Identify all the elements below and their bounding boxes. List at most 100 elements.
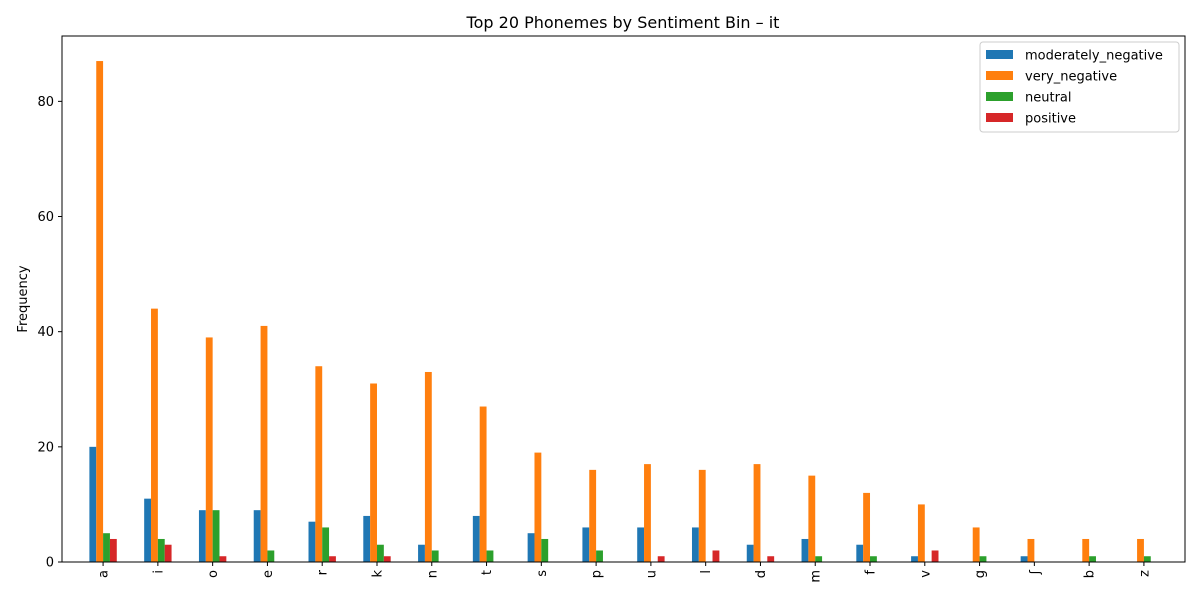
bar-neutral-p: [596, 550, 603, 562]
x-tick-label: l: [699, 570, 714, 574]
bar-neutral-e: [267, 550, 275, 562]
bar-moderately_negative-k: [363, 515, 371, 562]
bar-moderately_negative-o: [198, 510, 206, 562]
bar-very_negative-a: [96, 61, 104, 563]
bar-very_negative-g: [972, 527, 980, 562]
bar-very_negative-i: [151, 308, 158, 562]
y-tick-label: 20: [37, 440, 54, 455]
bar-positive-v: [931, 550, 939, 562]
bar-neutral-f: [870, 556, 877, 562]
x-tick-label: k: [370, 570, 385, 578]
bar-positive-a: [109, 538, 117, 562]
bar-very_negative-o: [205, 337, 213, 562]
bar-very_negative-ʃ: [1027, 538, 1035, 562]
plot-frame: [61, 35, 1186, 563]
x-tick-label: f: [864, 570, 879, 575]
bar-neutral-i: [157, 538, 165, 562]
x-tick-label: n: [425, 570, 440, 578]
x-tick-label: s: [535, 570, 550, 577]
bar-very_negative-e: [260, 325, 268, 562]
bar-neutral-k: [376, 544, 384, 562]
bars-group: [89, 61, 1151, 563]
x-tick-label: z: [1137, 570, 1152, 577]
x-tick-label: d: [754, 570, 769, 578]
legend-label-positive: positive: [1025, 112, 1076, 127]
bar-very_negative-m: [808, 475, 816, 562]
y-tick-label: 80: [37, 95, 54, 110]
bar-very_negative-s: [534, 452, 542, 562]
bar-very_negative-t: [479, 406, 487, 562]
x-tick-label: ʃ: [1028, 569, 1043, 575]
legend-swatch-moderately_negative: [986, 50, 1013, 59]
x-tick-label: g: [973, 570, 988, 578]
bar-neutral-s: [541, 538, 549, 562]
bar-neutral-a: [103, 533, 110, 562]
bar-moderately_negative-s: [527, 533, 535, 562]
bar-positive-k: [383, 556, 391, 562]
x-tick-label: r: [316, 569, 331, 575]
bar-positive-r: [329, 556, 336, 562]
bar-moderately_negative-l: [691, 527, 699, 562]
legend-label-neutral: neutral: [1025, 91, 1072, 106]
bar-neutral-z: [1143, 556, 1151, 562]
x-tick-label: e: [261, 570, 276, 578]
bar-very_negative-p: [589, 469, 597, 562]
x-tick-label: t: [480, 570, 495, 575]
y-axis-label: Frequency: [16, 265, 31, 332]
bar-neutral-n: [431, 550, 439, 562]
bar-neutral-r: [322, 527, 330, 562]
x-tick-label: o: [206, 570, 221, 578]
bar-very_negative-f: [863, 492, 871, 562]
y-tick-label: 40: [37, 325, 54, 340]
x-tick-label: m: [809, 570, 824, 583]
bar-moderately_negative-n: [418, 544, 425, 562]
y-tick-label: 60: [37, 210, 54, 225]
axes-group: 0 20 40 60 80 a i o e r k n t s p u l d m f v g ʃ b z: [37, 35, 1186, 583]
bar-moderately_negative-m: [801, 538, 809, 562]
bar-moderately_negative-v: [911, 556, 918, 562]
bar-moderately_negative-r: [308, 521, 316, 562]
bar-neutral-b: [1089, 556, 1096, 562]
x-tick-label: v: [918, 570, 933, 578]
chart-title: Top 20 Phonemes by Sentiment Bin – it: [466, 13, 780, 32]
bar-very_negative-d: [753, 464, 761, 562]
y-tick-label: 0: [46, 556, 54, 571]
legend-swatch-neutral: [986, 92, 1013, 101]
bar-positive-i: [164, 544, 172, 562]
bar-positive-l: [712, 550, 720, 562]
bar-very_negative-k: [370, 383, 377, 562]
legend-box: [979, 41, 1180, 133]
bar-moderately_negative-u: [637, 527, 645, 562]
bar-moderately_negative-a: [89, 446, 97, 562]
bar-very_negative-u: [644, 464, 651, 562]
bar-moderately_negative-e: [253, 510, 261, 562]
bar-moderately_negative-p: [582, 527, 590, 562]
legend-label-moderately_negative: moderately_negative: [1025, 49, 1163, 64]
x-tick-label: i: [151, 570, 166, 574]
x-tick-label: p: [590, 570, 605, 578]
bar-moderately_negative-d: [746, 544, 754, 562]
bar-neutral-o: [212, 510, 220, 562]
bar-very_negative-r: [315, 366, 323, 562]
bar-neutral-t: [486, 550, 494, 562]
bar-moderately_negative-ʃ: [1020, 556, 1028, 562]
legend-swatch-very_negative: [986, 71, 1013, 80]
x-tick-label: u: [644, 570, 659, 578]
bar-very_negative-n: [424, 371, 432, 562]
bar-very_negative-z: [1137, 538, 1144, 562]
bar-moderately_negative-t: [472, 515, 480, 562]
bar-neutral-m: [815, 556, 823, 562]
bar-positive-d: [767, 556, 775, 562]
x-tick-label: a: [97, 570, 112, 578]
bar-neutral-g: [979, 556, 987, 562]
bar-very_negative-l: [698, 469, 706, 562]
bar-positive-o: [219, 556, 227, 562]
legend-swatch-positive: [986, 113, 1013, 122]
x-tick-label: b: [1083, 570, 1098, 578]
bar-very_negative-v: [917, 504, 925, 562]
legend-label-very_negative: very_negative: [1025, 70, 1117, 85]
bar-moderately_negative-i: [144, 498, 152, 562]
bar-very_negative-b: [1082, 538, 1090, 562]
